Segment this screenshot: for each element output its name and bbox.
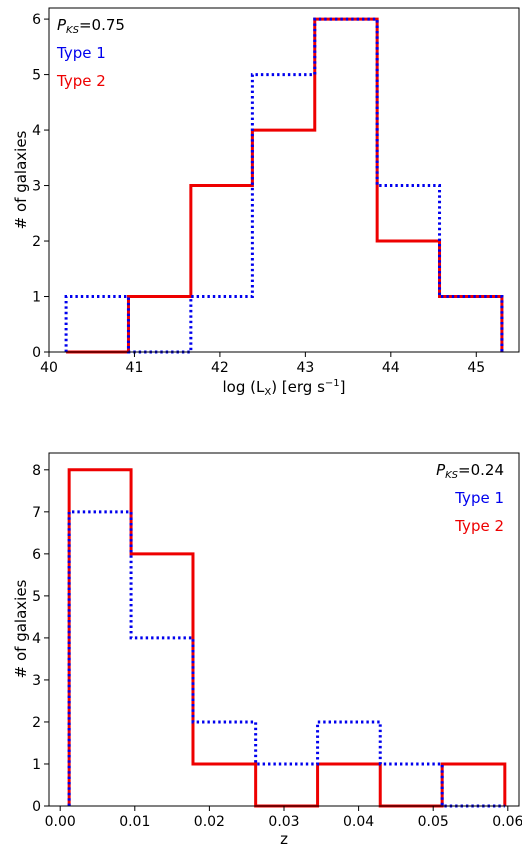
ks-value: =0.75 bbox=[79, 16, 125, 34]
x-tick-label: 44 bbox=[382, 360, 400, 376]
x-axis-label-superscript: −1 bbox=[325, 378, 340, 389]
x-tick-label: 0.05 bbox=[418, 814, 449, 830]
y-tick-label: 1 bbox=[32, 757, 41, 773]
y-tick-label: 2 bbox=[32, 715, 41, 731]
y-tick-label: 0 bbox=[32, 345, 41, 361]
y-tick-label: 3 bbox=[32, 673, 41, 689]
ks-p-symbol: P bbox=[57, 16, 67, 34]
redshift-histogram-panel: 0.00 0.01 0.02 0.03 0.04 0.05 0.06 0 1 2 3 4 5 6 7 8 z # … bbox=[12, 452, 522, 848]
type-1-histogram-line bbox=[67, 510, 505, 808]
type-2-histogram-line bbox=[66, 17, 504, 354]
ks-statistic-label: PKS=0.75 bbox=[57, 16, 125, 36]
x-axis-label-part: ] bbox=[340, 378, 346, 396]
ks-p-symbol: P bbox=[436, 461, 446, 479]
ks-subscript: KS bbox=[445, 470, 459, 481]
type-2-histogram-line bbox=[67, 468, 507, 808]
plot-frame bbox=[48, 7, 520, 353]
y-tick-label: 6 bbox=[32, 12, 41, 28]
y-tick-label: 5 bbox=[32, 589, 41, 605]
y-tick-label: 0 bbox=[32, 799, 41, 815]
x-axis-label-part: log (L bbox=[222, 378, 264, 396]
y-tick-label: 3 bbox=[32, 179, 41, 195]
ks-statistic-label: PKS=0.24 bbox=[436, 461, 504, 481]
y-tick-label: 1 bbox=[32, 290, 41, 306]
x-axis-label: z bbox=[280, 830, 288, 848]
plot-frame bbox=[48, 452, 520, 807]
ks-value: =0.24 bbox=[458, 461, 504, 479]
y-tick-label: 8 bbox=[32, 463, 41, 479]
x-tick-label: 0.00 bbox=[45, 814, 76, 830]
x-tick-label: 0.03 bbox=[268, 814, 299, 830]
y-axis-label: # of galaxies bbox=[12, 130, 30, 229]
x-tick-label: 0.04 bbox=[343, 814, 374, 830]
legend-entry-type-2: Type 2 bbox=[56, 72, 106, 90]
y-axis-label: # of galaxies bbox=[12, 579, 30, 678]
y-tick-label: 4 bbox=[32, 631, 41, 647]
x-tick-label: 42 bbox=[211, 360, 229, 376]
legend-entry-type-2: Type 2 bbox=[454, 517, 504, 535]
x-tick-label: 0.06 bbox=[492, 814, 522, 830]
x-axis-label-subscript: X bbox=[264, 387, 271, 398]
ks-subscript: KS bbox=[66, 25, 80, 36]
type-1-histogram-line bbox=[64, 17, 504, 354]
x-tick-label: 45 bbox=[467, 360, 485, 376]
y-tick-label: 5 bbox=[32, 68, 41, 84]
y-tick-label: 7 bbox=[32, 505, 41, 521]
x-axis-label-part: ) [erg s bbox=[271, 378, 325, 396]
x-tick-label: 0.02 bbox=[194, 814, 225, 830]
x-tick-label: 40 bbox=[40, 360, 58, 376]
x-tick-label: 41 bbox=[126, 360, 144, 376]
x-tick-label: 0.01 bbox=[119, 814, 150, 830]
legend-entry-type-1: Type 1 bbox=[56, 44, 106, 62]
x-tick-label: 43 bbox=[296, 360, 314, 376]
y-tick-label: 2 bbox=[32, 234, 41, 250]
y-tick-label: 4 bbox=[32, 123, 41, 139]
x-axis-label: log (LX) [erg s−1] bbox=[222, 378, 345, 398]
legend-entry-type-1: Type 1 bbox=[454, 489, 504, 507]
y-tick-label: 6 bbox=[32, 547, 41, 563]
